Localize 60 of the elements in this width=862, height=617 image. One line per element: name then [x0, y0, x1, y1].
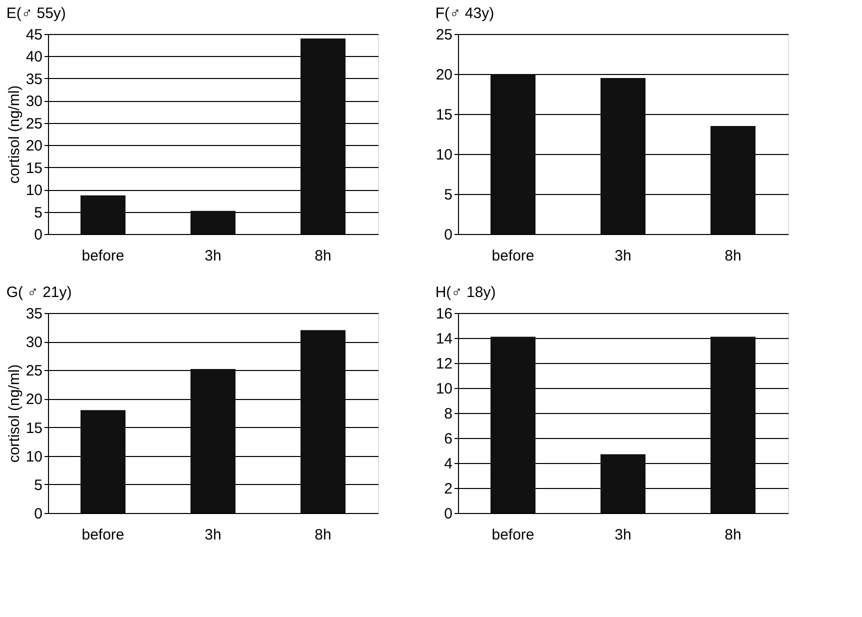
y-tick-label: 45: [26, 26, 42, 44]
y-tick-label: 30: [26, 93, 42, 110]
y-tick-label: 10: [436, 146, 452, 164]
y-tick-label: 35: [26, 306, 42, 322]
x-tick-label: 8h: [724, 526, 742, 544]
y-tick-label: 25: [436, 26, 452, 44]
y-tick-label: 15: [26, 160, 42, 177]
bar: [490, 74, 536, 234]
chart-title: F(♂ 43y): [435, 5, 494, 22]
y-tick-label: 25: [26, 362, 42, 380]
x-tick-label: 8h: [314, 248, 332, 264]
y-tick-label: 10: [436, 380, 452, 398]
x-tick-label: before: [492, 526, 534, 544]
y-tick-label: 14: [436, 330, 452, 348]
y-tick-label: 20: [436, 66, 452, 84]
x-tick-label: before: [492, 248, 534, 264]
chart-title: E(♂ 55y): [6, 5, 66, 22]
bar: [300, 330, 346, 513]
y-tick-label: 5: [34, 476, 42, 494]
y-tick-label: 15: [26, 420, 42, 437]
y-tick-label: 5: [444, 186, 452, 204]
y-tick-label: 20: [26, 138, 42, 155]
bar: [80, 410, 126, 513]
y-tick-label: 25: [26, 115, 42, 132]
x-tick-label: 3h: [614, 526, 632, 544]
y-tick-label: 35: [26, 70, 42, 88]
bar: [600, 78, 646, 234]
y-tick-label: 20: [26, 391, 42, 408]
y-tick-label: 10: [26, 448, 42, 466]
y-tick-label: 12: [436, 356, 452, 372]
y-tick-label: 8: [444, 406, 452, 422]
x-tick-label: 3h: [614, 248, 632, 264]
bar: [190, 210, 236, 234]
y-tick-label: 0: [444, 506, 452, 522]
y-tick-label: 30: [26, 334, 42, 352]
y-tick-label: 40: [26, 48, 42, 66]
y-tick-label: 0: [444, 226, 452, 244]
bar: [190, 369, 236, 513]
x-tick-label: 8h: [314, 526, 332, 544]
y-tick-label: 6: [444, 430, 452, 448]
x-tick-label: before: [82, 248, 124, 264]
chart-title: G( ♂ 21y): [6, 284, 72, 301]
chart-title: H(♂ 18y): [435, 284, 496, 301]
x-tick-label: 3h: [204, 248, 222, 264]
y-tick-label: 10: [26, 182, 42, 200]
y-tick-label: 15: [436, 106, 452, 124]
bar: [80, 195, 126, 234]
y-tick-label: 2: [444, 480, 452, 498]
x-tick-label: before: [82, 526, 124, 544]
y-tick-label: 16: [436, 306, 452, 322]
bar: [300, 38, 346, 234]
y-tick-label: 0: [34, 506, 42, 522]
y-axis-title: cortisol (ng/ml): [6, 364, 23, 463]
y-tick-label: 5: [34, 204, 42, 222]
y-tick-label: 0: [34, 226, 42, 244]
y-axis-title: cortisol (ng/ml): [6, 85, 23, 184]
y-tick-label: 4: [444, 456, 452, 472]
x-tick-label: 8h: [724, 248, 742, 264]
bar: [710, 126, 756, 234]
x-tick-label: 3h: [204, 526, 222, 544]
